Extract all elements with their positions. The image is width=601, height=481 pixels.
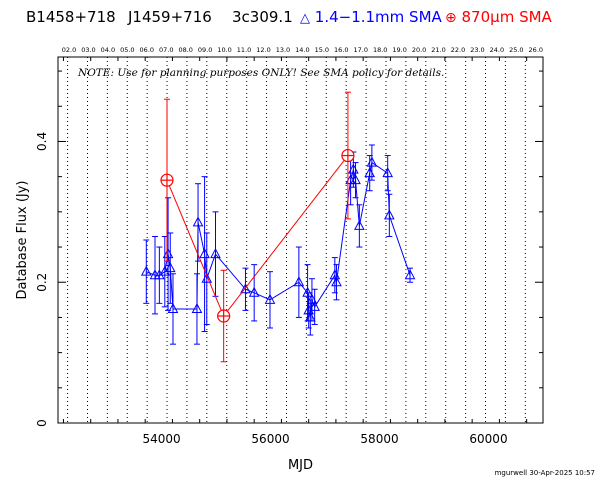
data-point-triangle [192,216,204,227]
data-point-circle-plus [160,173,174,187]
top-year-label: 05.0 [120,46,134,54]
data-point-triangle [293,276,305,287]
top-year-label: 17.0 [354,46,368,54]
data-point-triangle [383,209,395,220]
data-point-triangle [164,262,176,273]
top-year-label: 25.0 [509,46,523,54]
data-point-triangle [329,269,341,280]
data-point-triangle [331,276,342,287]
data-point-triangle [248,286,260,297]
top-year-label: 18.0 [373,46,387,54]
top-year-label: 13.0 [276,46,290,54]
data-point-triangle [354,219,365,230]
data-point-triangle [140,265,152,276]
data-point-circle-plus [341,148,355,163]
top-year-label: 21.0 [431,46,445,54]
series-line [166,155,349,318]
data-point-triangle [264,293,276,304]
data-point-triangle [167,302,179,313]
data-point-triangle [159,265,171,276]
legend-870-label: 870μm SMA [461,8,552,26]
x-tick-label: 60000 [469,432,507,446]
top-axis-labels: 02.0 03.0 04.0 05.0 06.0 07.0 08.0 09.0 10.0 11.0… [62,46,543,54]
y-axis-label: Database Flux (Jy) [15,181,30,300]
x-tick-label: 58000 [360,432,398,446]
legend-sma: △ 1.4−1.1mm SMA [300,8,442,26]
policy-note: NOTE: Use for planning purposes ONLY! Se… [77,67,444,79]
top-year-label: 24.0 [490,46,504,54]
data-point-triangle [240,283,251,294]
source-name: B1458+718 [26,8,116,26]
data-point-triangle [154,269,165,280]
data-point-triangle [201,272,213,283]
data-point-circle-plus [217,309,231,323]
top-year-label: 22.0 [451,46,465,54]
series-circle-plus [160,91,355,363]
year-gridlines [67,57,526,423]
top-year-label: 19.0 [392,46,406,54]
top-year-label: 14.0 [295,46,309,54]
axis-ticks: 54000 56000 58000 60000 0 0.2 0.4 [35,57,543,446]
data-point-triangle [191,302,203,313]
data-point-triangle [382,167,394,178]
y-tick-label: 0.4 [35,132,49,151]
top-year-label: 10.0 [217,46,231,54]
top-year-label: 16.0 [334,46,348,54]
series-triangle [140,144,416,345]
x-tick-label: 54000 [142,432,180,446]
top-year-label: 15.0 [315,46,329,54]
legend-sma-label: 1.4−1.1mm SMA [314,8,442,26]
data-point-triangle [302,286,313,297]
data-point-triangle [309,300,320,311]
top-year-label: 23.0 [470,46,484,54]
top-year-label: 03.0 [81,46,95,54]
top-year-label: 09.0 [198,46,212,54]
data-point-triangle [210,248,221,259]
x-axis-label: MJD [288,458,313,473]
top-year-label: 04.0 [101,46,115,54]
top-year-label: 02.0 [62,46,76,54]
top-year-label: 26.0 [529,46,543,54]
circle-plus-icon: ⊕ [445,10,457,26]
triangle-icon: △ [300,11,310,26]
data-point-triangle [404,269,416,280]
source-alias-2: 3c309.1 [232,8,293,26]
y-tick-label: 0 [35,419,49,427]
top-year-label: 06.0 [140,46,154,54]
data-series [140,91,416,363]
top-year-label: 07.0 [159,46,173,54]
top-year-label: 11.0 [237,46,251,54]
y-tick-label: 0.2 [35,273,49,292]
series-line [146,161,411,318]
top-year-label: 08.0 [178,46,192,54]
footer-stamp: mgurwell 30-Apr-2025 10:57 [494,469,595,477]
top-year-label: 12.0 [256,46,270,54]
source-alias-1: J1459+716 [128,8,212,26]
x-tick-label: 56000 [251,432,289,446]
plot-frame [57,56,544,424]
top-year-label: 20.0 [412,46,426,54]
data-point-triangle [366,156,378,167]
data-point-triangle [350,174,361,185]
legend-870: ⊕ 870μm SMA [445,8,552,26]
